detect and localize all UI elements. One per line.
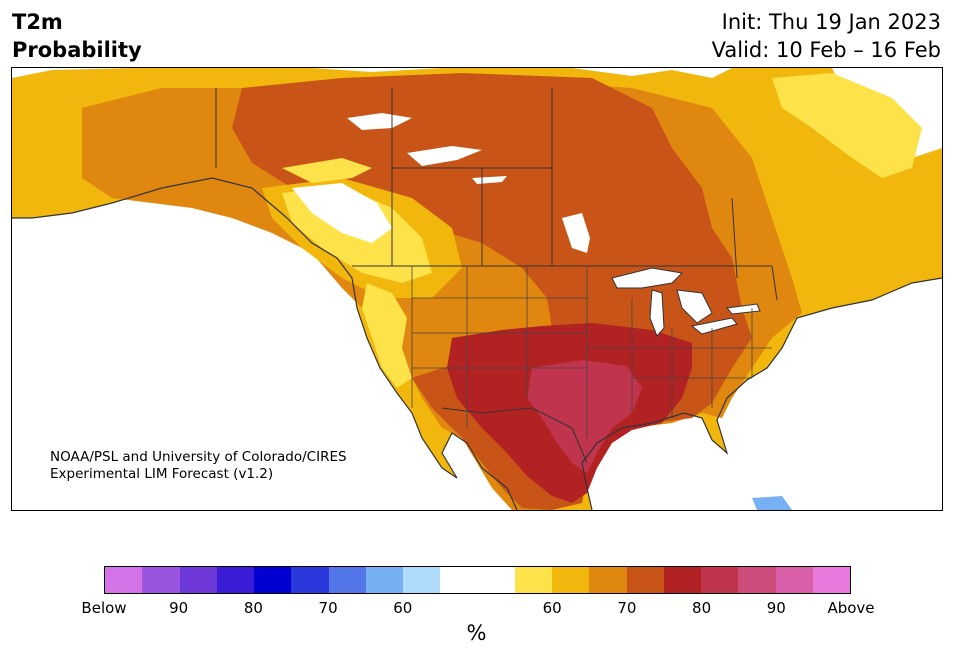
colorbar-tick-label: 90 bbox=[766, 599, 786, 617]
colorbar-tick-label: 70 bbox=[318, 599, 338, 617]
colorbar-tick-label: 80 bbox=[243, 599, 263, 617]
colorbar-segment bbox=[589, 567, 627, 593]
probability-map bbox=[12, 68, 942, 510]
prob-60-canada bbox=[282, 158, 372, 183]
colorbar-segment bbox=[812, 567, 850, 593]
colorbar-tick-label: Above bbox=[827, 599, 875, 617]
colorbar-segment bbox=[477, 567, 515, 593]
credit-line-2: Experimental LIM Forecast (v1.2) bbox=[50, 466, 274, 482]
colorbar-tick-label: 90 bbox=[169, 599, 189, 617]
arctic-island bbox=[772, 73, 922, 178]
colorbar-segment bbox=[365, 567, 403, 593]
great-lake-michigan bbox=[649, 289, 665, 337]
valid-range: Valid: 10 Feb – 16 Feb bbox=[711, 38, 941, 62]
colorbar-segment bbox=[552, 567, 590, 593]
colorbar-segment bbox=[701, 567, 739, 593]
colorbar-segment bbox=[328, 567, 366, 593]
forecast-dates: Init: Thu 19 Jan 2023 Valid: 10 Feb – 16… bbox=[712, 8, 941, 64]
credit-text: NOAA/PSL and University of Colorado/CIRE… bbox=[50, 449, 347, 483]
colorbar-segment bbox=[216, 567, 254, 593]
colorbar-tick-label: 60 bbox=[542, 599, 562, 617]
title-line-1: T2m bbox=[12, 10, 63, 34]
colorbar-segment bbox=[440, 567, 478, 593]
colorbar-segment bbox=[254, 567, 292, 593]
colorbar-segment bbox=[663, 567, 701, 593]
map-title: T2m Probability bbox=[12, 8, 142, 64]
colorbar-tick-label: 80 bbox=[692, 599, 712, 617]
init-date: Init: Thu 19 Jan 2023 bbox=[721, 10, 941, 34]
colorbar-segment bbox=[775, 567, 813, 593]
colorbar-segment bbox=[403, 567, 441, 593]
great-lake-superior bbox=[611, 267, 684, 289]
colorbar-unit: % bbox=[466, 621, 487, 645]
colorbar-segment bbox=[179, 567, 217, 593]
map-panel: NOAA/PSL and University of Colorado/CIRE… bbox=[11, 67, 943, 511]
colorbar-segment bbox=[291, 567, 329, 593]
country-borders bbox=[215, 88, 778, 464]
colorbar-segment bbox=[514, 567, 552, 593]
coastline bbox=[12, 177, 942, 510]
prob-below-caribbean bbox=[752, 496, 792, 510]
credit-line-1: NOAA/PSL and University of Colorado/CIRE… bbox=[50, 449, 347, 465]
colorbar-tick-label: 60 bbox=[393, 599, 413, 617]
great-lake-huron bbox=[676, 289, 713, 324]
great-bear-lake bbox=[347, 113, 412, 130]
prob-50-plains bbox=[292, 183, 392, 243]
great-lake-erie bbox=[690, 317, 738, 335]
prob-60-westcoast bbox=[362, 283, 412, 388]
colorbar bbox=[104, 566, 851, 594]
prob-85-band bbox=[527, 360, 642, 473]
colorbar-tick-labels: Below 90 80 70 60 60 70 80 90 Above bbox=[81, 599, 874, 619]
colorbar-segment bbox=[626, 567, 664, 593]
colorbar-tick-label: 70 bbox=[617, 599, 637, 617]
lake-athabasca bbox=[472, 176, 507, 184]
colorbar-segment bbox=[142, 567, 180, 593]
colorbar-segment bbox=[105, 567, 143, 593]
state-borders bbox=[411, 266, 772, 438]
lake-winnipeg bbox=[562, 213, 590, 253]
colorbar-segment bbox=[738, 567, 776, 593]
title-line-2: Probability bbox=[12, 38, 142, 62]
colorbar-tick-label: Below bbox=[81, 599, 127, 617]
great-slave-lake bbox=[407, 146, 482, 166]
